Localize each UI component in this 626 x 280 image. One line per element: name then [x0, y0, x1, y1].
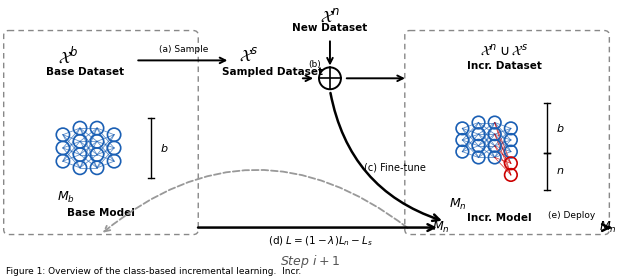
FancyArrowPatch shape	[327, 41, 333, 63]
Text: $\mathcal{X}^n \cup \mathcal{X}^s$: $\mathcal{X}^n \cup \mathcal{X}^s$	[480, 43, 529, 58]
Text: $b$: $b$	[557, 122, 565, 134]
Text: $\mathcal{X}^s$: $\mathcal{X}^s$	[239, 48, 259, 65]
FancyArrowPatch shape	[602, 224, 610, 231]
FancyArrowPatch shape	[303, 76, 311, 81]
Text: Base Dataset: Base Dataset	[46, 67, 125, 77]
Text: $n$: $n$	[557, 166, 565, 176]
Text: (b): (b)	[309, 60, 321, 69]
Text: Incr. Model: Incr. Model	[467, 213, 532, 223]
Text: Base Model: Base Model	[66, 208, 135, 218]
Text: $\mathcal{X}^b$: $\mathcal{X}^b$	[58, 46, 79, 67]
Text: $\mathcal{X}^n$: $\mathcal{X}^n$	[320, 9, 340, 26]
Text: (e) Deploy: (e) Deploy	[548, 211, 595, 220]
FancyArrowPatch shape	[331, 93, 439, 221]
Text: $M_n$: $M_n$	[449, 197, 466, 212]
Text: Sampled Dataset: Sampled Dataset	[222, 67, 322, 77]
Text: Step $i+1$: Step $i+1$	[280, 253, 340, 270]
Text: Figure 1: Overview of the class-based incremental learning.  Incr.: Figure 1: Overview of the class-based in…	[6, 267, 301, 276]
FancyArrowPatch shape	[138, 58, 225, 63]
Text: (a) Sample: (a) Sample	[158, 45, 208, 54]
Text: $M_b$: $M_b$	[56, 190, 74, 205]
FancyArrowPatch shape	[347, 76, 403, 81]
FancyArrowPatch shape	[198, 224, 434, 231]
Text: New Dataset: New Dataset	[292, 23, 367, 32]
Text: Incr. Dataset: Incr. Dataset	[467, 61, 542, 71]
Text: $M_n$: $M_n$	[432, 220, 449, 235]
FancyArrowPatch shape	[104, 170, 408, 232]
Text: (d) $L = (1-\lambda)L_n - L_s$: (d) $L = (1-\lambda)L_n - L_s$	[267, 235, 372, 248]
Text: $M_n$: $M_n$	[599, 220, 617, 235]
Text: (c) Fine-tune: (c) Fine-tune	[364, 163, 426, 173]
Text: $b$: $b$	[160, 142, 169, 154]
